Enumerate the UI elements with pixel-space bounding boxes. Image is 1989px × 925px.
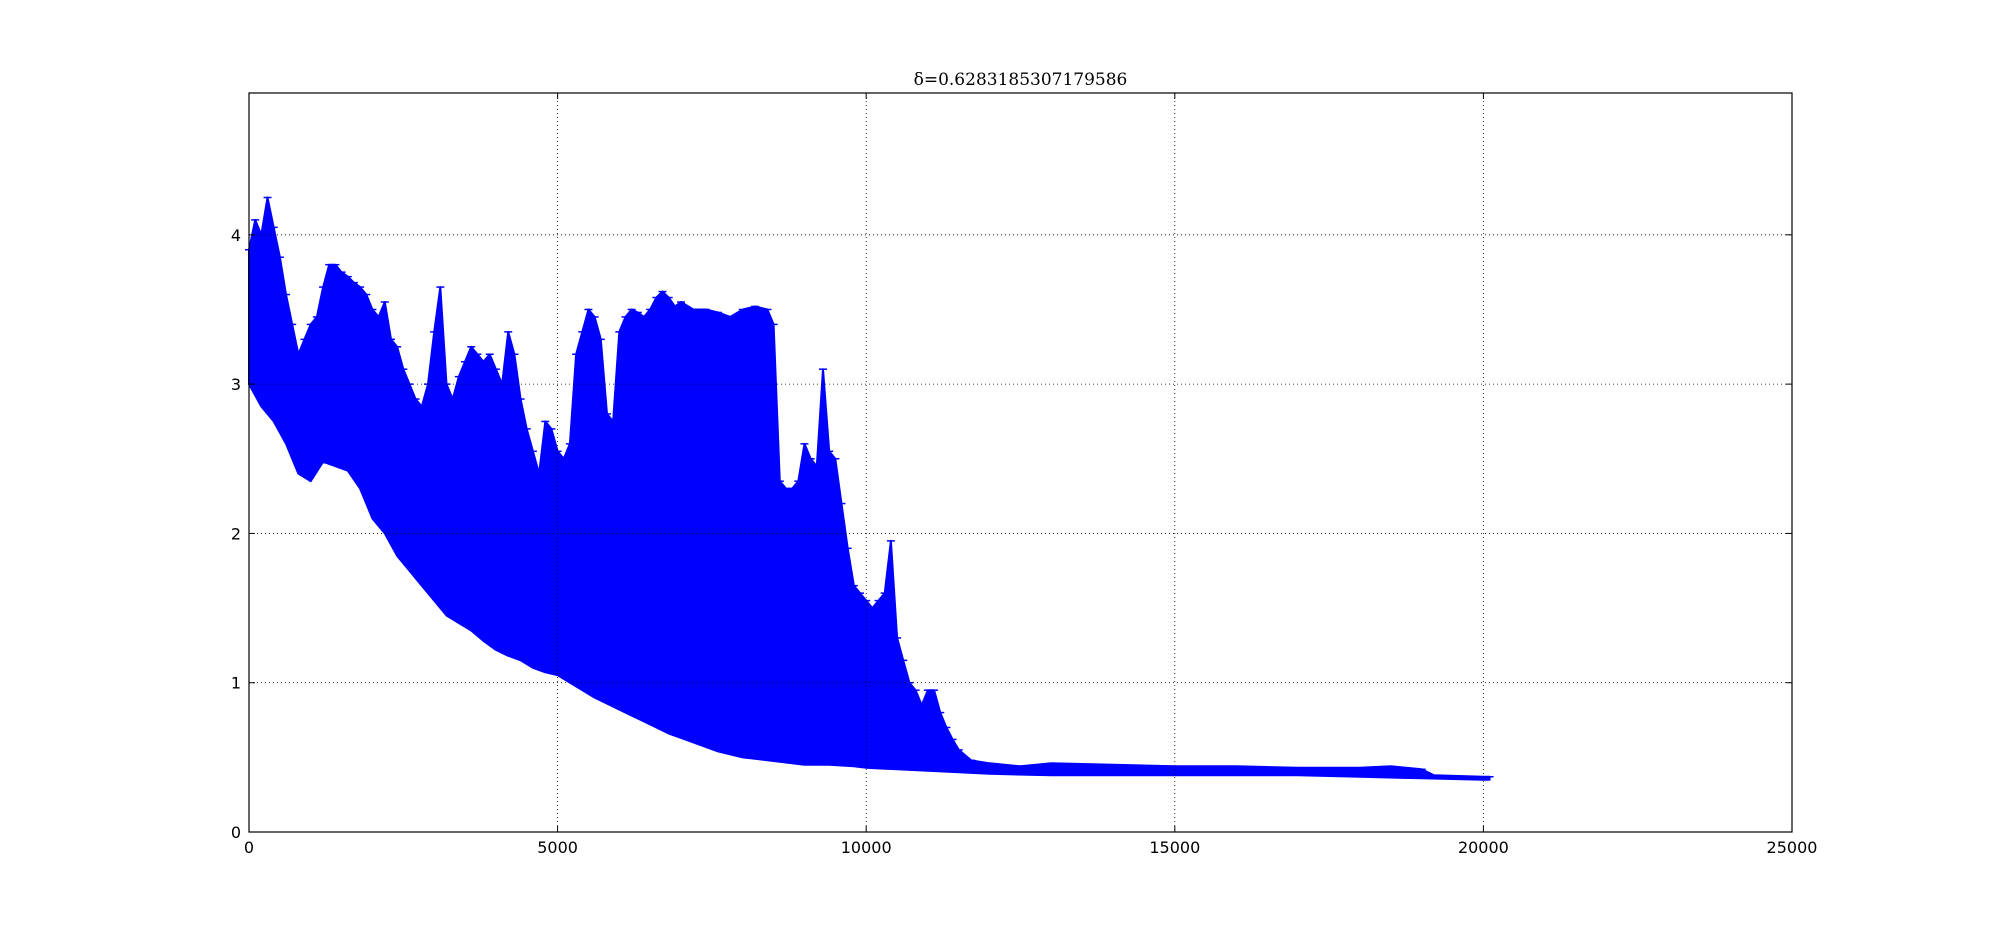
chart-title: δ=0.6283185307179586 — [914, 70, 1128, 90]
x-tick-label: 25000 — [1767, 838, 1818, 857]
x-tick-label: 10000 — [841, 838, 892, 857]
plot-frame — [248, 92, 1793, 833]
x-tick-label: 5000 — [537, 838, 578, 857]
y-tick-label: 2 — [231, 524, 241, 543]
plot-area — [245, 196, 1494, 781]
x-tick-label: 15000 — [1149, 838, 1200, 857]
y-axis: 0 1 2 3 4 — [231, 226, 1792, 842]
x-tick-label: 20000 — [1458, 838, 1509, 857]
x-tick-label: 0 — [244, 838, 254, 857]
y-tick-label: 0 — [231, 823, 241, 842]
y-tick-label: 4 — [231, 226, 241, 245]
y-tick-label: 1 — [231, 674, 241, 693]
y-tick-label: 3 — [231, 375, 241, 394]
x-axis: 0 5000 10000 15000 20000 25000 — [244, 93, 1818, 857]
error-band — [248, 196, 1491, 781]
